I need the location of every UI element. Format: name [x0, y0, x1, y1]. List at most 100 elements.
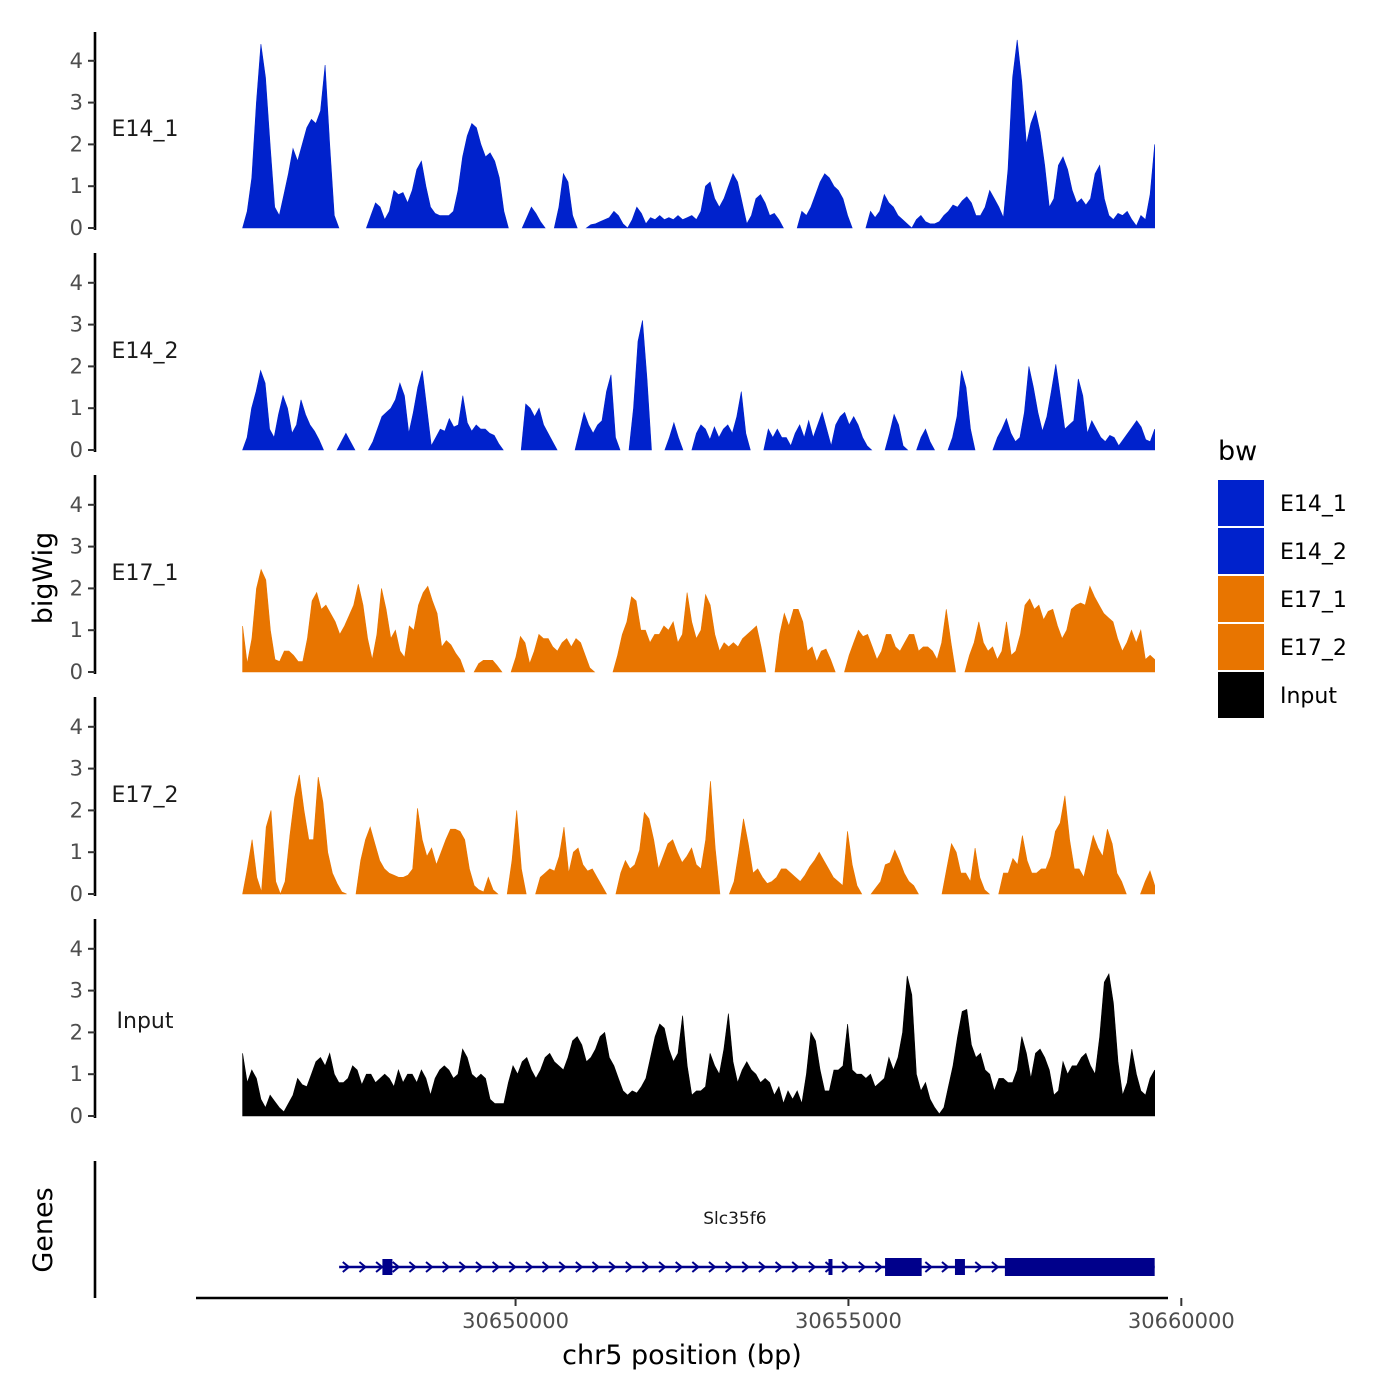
- strand-arrow: [724, 1261, 734, 1273]
- strand-arrow: [508, 1261, 517, 1273]
- strand-arrow: [991, 1261, 1000, 1273]
- signal-area-E14_2-3: [520, 403, 558, 451]
- strand-arrow: [558, 1261, 567, 1273]
- y-tick-label-E14_1-2: 2: [70, 132, 83, 156]
- y-tick-label-E17_2-2: 2: [70, 798, 83, 822]
- strand-arrow: [442, 1261, 451, 1273]
- track-label-E17_2: E17_2: [112, 783, 179, 808]
- signal-area-E17_2-8: [998, 795, 1127, 895]
- gene-exon-2: [828, 1259, 833, 1275]
- strand-arrow: [741, 1261, 750, 1273]
- legend-title: bw: [1218, 436, 1257, 467]
- y-tick-label-E14_2-3: 3: [70, 313, 83, 337]
- track-E14_1: 0 1 2 3 4 E14_1: [70, 32, 1155, 240]
- signal-area-E14_1-2: [521, 206, 546, 229]
- signal-area-E14_2-4: [574, 374, 621, 451]
- signal-area-E14_2-1: [336, 432, 356, 451]
- y-tick-label-E14_2-4: 4: [70, 271, 83, 295]
- y-tick-label-E17_1-0: 0: [70, 660, 83, 684]
- genes-axis-title: Genes: [28, 1187, 59, 1272]
- strand-arrow: [641, 1261, 650, 1273]
- signal-area-E17_1-2: [510, 633, 596, 673]
- signal-area-E14_1-4: [585, 172, 784, 229]
- gene-panel: Slc35f6 30650000 30655000 30660000: [93, 1161, 1235, 1333]
- x-tick-label-30660000: 30660000: [1128, 1309, 1235, 1333]
- legend-swatch-Input: [1218, 672, 1264, 718]
- signal-area-E14_2-12: [992, 364, 1155, 451]
- y-tick-label-E17_1-1: 1: [70, 618, 83, 642]
- legend-swatch-E17_1: [1218, 576, 1264, 622]
- signal-area-E17_1-4: [774, 609, 836, 673]
- signal-area-E17_2-3: [535, 827, 608, 895]
- strand-arrow: [525, 1261, 534, 1273]
- y-tick-label-E17_2-1: 1: [70, 840, 83, 864]
- strand-arrow: [658, 1261, 667, 1273]
- gene-exon-1: [382, 1259, 393, 1275]
- y-tick-label-E14_1-4: 4: [70, 49, 83, 73]
- legend-label-Input: Input: [1280, 684, 1337, 709]
- strand-arrow: [575, 1261, 584, 1273]
- x-tick-label-30655000: 30655000: [795, 1309, 902, 1333]
- strand-arrow: [774, 1261, 784, 1273]
- strand-arrow: [974, 1261, 983, 1273]
- strand-arrow: [408, 1261, 417, 1273]
- strand-arrow: [591, 1261, 601, 1273]
- y-tick-label-E17_2-0: 0: [70, 882, 83, 906]
- legend-swatch-E14_2: [1218, 528, 1264, 574]
- signal-area-E17_2-4: [615, 781, 721, 895]
- y-tick-label-Input-4: 4: [70, 937, 83, 961]
- strand-arrow: [924, 1261, 933, 1273]
- strand-arrow: [858, 1261, 867, 1273]
- strand-arrow: [625, 1261, 634, 1273]
- track-label-Input: Input: [117, 1009, 174, 1034]
- strand-arrow: [342, 1261, 351, 1273]
- y-tick-label-Input-0: 0: [70, 1104, 83, 1128]
- track-label-E14_1: E14_1: [112, 117, 179, 142]
- strand-arrow: [941, 1261, 950, 1273]
- signal-area-E14_2-10: [916, 428, 936, 451]
- strand-arrow: [874, 1261, 883, 1273]
- y-tick-label-E17_1-4: 4: [70, 493, 83, 517]
- strand-arrow: [758, 1261, 767, 1273]
- signal-area-E17_2-6: [870, 849, 919, 895]
- track-E14_2: 0 1 2 3 4 E14_2: [70, 253, 1155, 462]
- strand-arrow: [675, 1261, 684, 1273]
- y-tick-label-E14_2-0: 0: [70, 438, 83, 462]
- gene-name-label: Slc35f6: [703, 1209, 766, 1229]
- signal-area-E14_1-5: [796, 173, 853, 229]
- y-tick-label-E14_2-1: 1: [70, 396, 83, 420]
- track-Input: 0 1 2 3 4 Input: [70, 919, 1155, 1128]
- signal-area-Input-0: [242, 972, 1155, 1117]
- signal-area-E17_1-0: [242, 568, 466, 673]
- signal-area-E14_2-9: [884, 413, 909, 451]
- strand-arrow: [691, 1261, 700, 1273]
- signal-area-E14_1-3: [553, 172, 578, 229]
- strand-arrow: [458, 1261, 467, 1273]
- y-tick-label-Input-2: 2: [70, 1020, 83, 1044]
- strand-arrow: [475, 1261, 484, 1273]
- y-tick-label-E14_1-1: 1: [70, 174, 83, 198]
- strand-arrow: [608, 1261, 617, 1273]
- y-tick-label-E17_1-3: 3: [70, 535, 83, 559]
- signal-area-E17_1-3: [612, 592, 767, 673]
- signal-area-E17_1-1: [473, 660, 503, 673]
- signal-area-E17_2-1: [355, 808, 499, 895]
- strand-arrow: [392, 1261, 401, 1273]
- y-tick-label-E17_2-4: 4: [70, 715, 83, 739]
- gene-exon-5: [1004, 1258, 1155, 1276]
- signal-area-E14_1-6: [865, 39, 1155, 229]
- legend-label-E14_2: E14_2: [1280, 540, 1347, 565]
- strand-arrow: [541, 1261, 551, 1273]
- strand-arrow: [491, 1261, 501, 1273]
- signal-tracks: 0 1 2 3 4 E14_1 0 1 2 3 4 E14_2 0 1 2 3 4 E17_1 0 1 2 3 4 E17_2…: [70, 32, 1155, 1128]
- y-axis-title: bigWig: [28, 532, 59, 625]
- y-tick-label-E14_2-2: 2: [70, 354, 83, 378]
- signal-area-E17_2-2: [506, 810, 527, 895]
- signal-area-E14_2-0: [242, 369, 324, 451]
- signal-area-E14_1-0: [242, 44, 340, 229]
- strand-arrow: [841, 1261, 850, 1273]
- signal-area-E14_2-6: [664, 421, 684, 451]
- track-E17_2: 0 1 2 3 4 E17_2: [70, 697, 1155, 906]
- track-label-E17_1: E17_1: [112, 561, 179, 586]
- strand-arrow: [808, 1261, 817, 1273]
